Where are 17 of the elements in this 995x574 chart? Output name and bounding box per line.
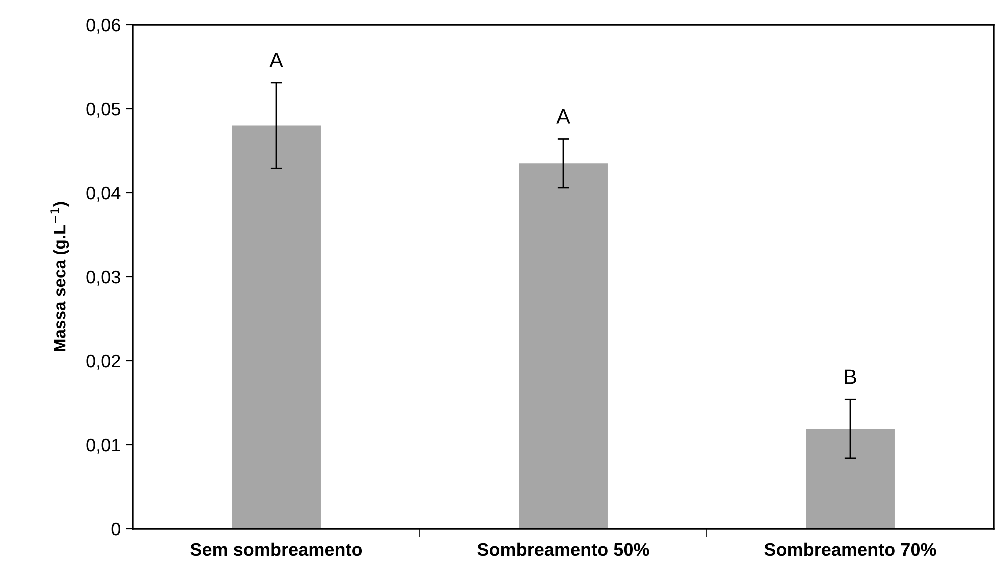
- bar: [519, 164, 608, 529]
- y-tick-label: 0,02: [86, 354, 120, 370]
- y-tick-label: 0,03: [86, 270, 120, 286]
- y-tick-label: 0,04: [86, 186, 121, 202]
- annotation: A: [556, 109, 570, 124]
- x-tick-label: Sem sombreamento: [190, 542, 362, 556]
- y-tick-label: 0,05: [86, 102, 120, 118]
- y-tick-label: 0,06: [86, 18, 120, 34]
- x-tick-label: Sombreamento 70%: [764, 542, 936, 556]
- x-tick-label: Sombreamento 50%: [478, 542, 650, 556]
- annotation: A: [270, 53, 284, 68]
- annotation: B: [845, 370, 856, 384]
- y-tick-label: 0,01: [86, 438, 120, 454]
- y-axis-title: Massa seca (g.L$^{−1}$): [50, 202, 70, 352]
- y-tick-label: 0: [112, 522, 120, 536]
- bar: [232, 126, 321, 529]
- bar: [806, 429, 895, 529]
